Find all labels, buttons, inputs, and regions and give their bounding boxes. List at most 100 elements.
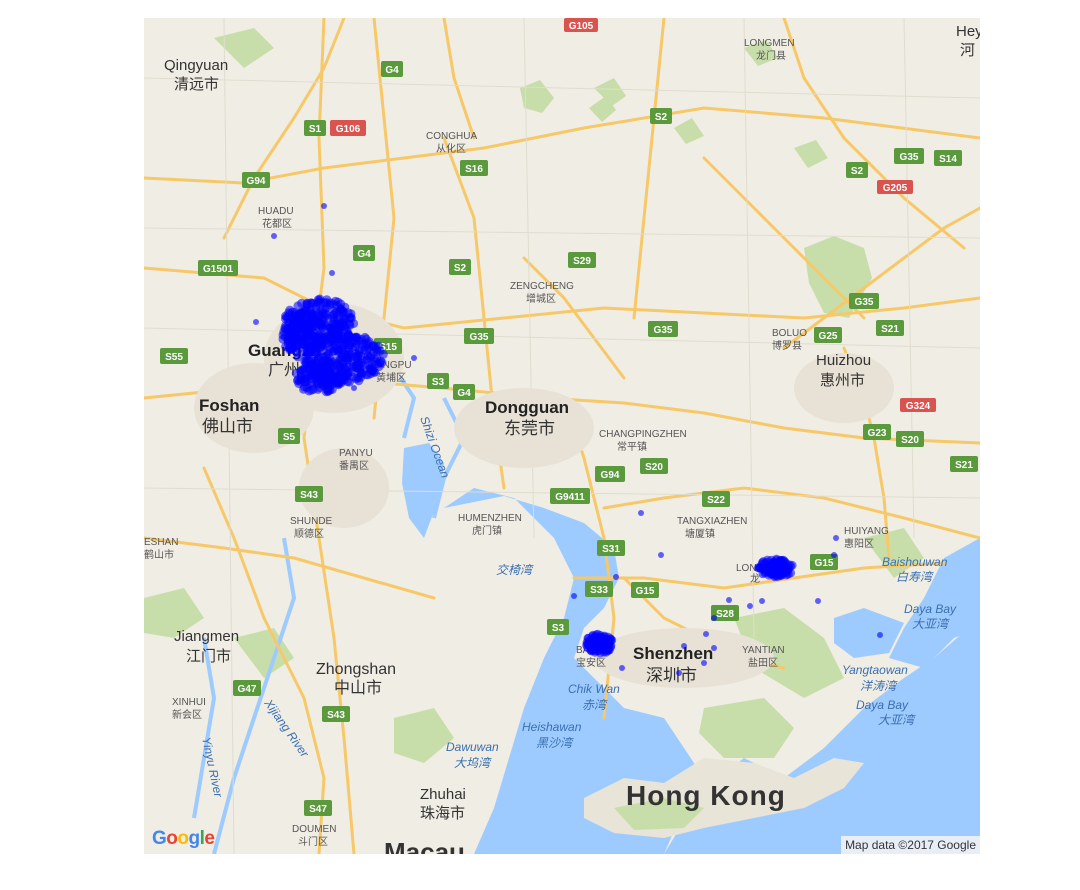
- label-zengcheng-cn: 增城区: [526, 292, 556, 305]
- label-conghua-cn: 从化区: [436, 142, 466, 155]
- shield-s29: S29: [568, 252, 596, 268]
- data-point-marker: [583, 643, 593, 653]
- svg-text:G94: G94: [601, 470, 620, 481]
- data-point-marker: [571, 593, 577, 599]
- label-shenzhen-cn: 深圳市: [646, 666, 697, 686]
- svg-text:S2: S2: [655, 112, 668, 123]
- label-yangtaowan-cn: 洋涛湾: [860, 679, 898, 693]
- shield-g35d: G35: [648, 321, 678, 337]
- shield-g4c: G4: [453, 384, 475, 400]
- label-panyu-cn: 番禺区: [339, 460, 369, 472]
- data-point-marker: [306, 298, 316, 308]
- svg-text:G47: G47: [238, 684, 257, 695]
- shield-g9411: G9411: [550, 488, 590, 504]
- shield-g35c: G35: [464, 328, 494, 344]
- data-point-marker: [366, 351, 376, 361]
- svg-text:S28: S28: [716, 609, 734, 620]
- label-zengcheng: ZENGCHENG: [510, 281, 574, 292]
- shield-s20b: S20: [640, 458, 668, 474]
- label-longgang: LON: [736, 563, 757, 574]
- data-point-marker: [325, 362, 334, 372]
- label-zhuhai: Zhuhai: [420, 786, 466, 803]
- svg-text:G205: G205: [883, 183, 908, 194]
- data-point-marker: [325, 298, 335, 308]
- label-zhongshan: Zhongshan: [316, 661, 396, 678]
- data-point-markers: [253, 203, 883, 676]
- svg-text:S21: S21: [881, 324, 899, 335]
- shield-s43b: S43: [322, 706, 350, 722]
- data-point-marker: [676, 670, 682, 676]
- data-point-marker: [638, 510, 644, 516]
- data-point-marker: [711, 645, 717, 651]
- data-point-marker: [315, 318, 325, 328]
- label-macau: Macau: [384, 837, 465, 854]
- label-huadu: HUADU: [258, 206, 294, 217]
- svg-text:S1: S1: [309, 124, 322, 135]
- map-attribution[interactable]: Map data ©2017 Google: [841, 836, 980, 854]
- label-yangtaowan: Yangtaowan: [842, 663, 908, 677]
- data-point-marker: [759, 598, 765, 604]
- data-point-marker: [271, 233, 277, 239]
- data-point-marker: [703, 631, 709, 637]
- label-tangxia: TANGXIAZHEN: [677, 516, 747, 527]
- label-humenzhen: HUMENZHEN: [458, 513, 522, 524]
- label-longmen-cn: 龙门县: [756, 49, 786, 62]
- svg-text:G15: G15: [815, 558, 834, 569]
- svg-text:S3: S3: [432, 377, 445, 388]
- label-longgang-cn: 龙: [750, 572, 760, 585]
- shield-s2b: S2: [846, 162, 868, 178]
- label-daya-bay-1-cn: 大亚湾: [912, 617, 950, 631]
- map-canvas[interactable]: G105 G4 S1 G106 S2 S16 G35 S14 S2 G205 G…: [144, 18, 980, 854]
- data-point-marker: [315, 307, 325, 317]
- shield-s20a: S20: [896, 431, 924, 447]
- label-huizhou-cn: 惠州市: [820, 371, 865, 389]
- data-point-marker: [337, 345, 347, 355]
- map-svg[interactable]: G105 G4 S1 G106 S2 S16 G35 S14 S2 G205 G…: [144, 18, 980, 854]
- data-point-marker: [253, 319, 259, 325]
- shield-s22: S22: [702, 491, 730, 507]
- data-point-marker: [354, 345, 364, 355]
- data-point-marker: [759, 564, 769, 574]
- label-foshan-cn: 佛山市: [202, 417, 253, 437]
- data-point-marker: [304, 345, 314, 355]
- label-jiangmen: Jiangmen: [174, 628, 239, 645]
- svg-text:G4: G4: [457, 388, 471, 399]
- data-point-marker: [595, 634, 605, 644]
- label-huizhou: Huizhou: [816, 352, 871, 369]
- data-point-marker: [833, 535, 839, 541]
- label-heyuan-cn: 河: [960, 41, 975, 59]
- shield-s21a: S21: [876, 320, 904, 336]
- svg-text:S16: S16: [465, 164, 483, 175]
- label-xinhui-cn: 新会区: [172, 708, 202, 721]
- label-huadu-cn: 花都区: [262, 217, 292, 230]
- data-point-marker: [294, 379, 304, 389]
- shield-g15a: G15: [810, 554, 838, 570]
- label-dawuwan: Dawuwan: [446, 740, 499, 754]
- label-baishouwan: Baishouwan: [882, 555, 948, 569]
- data-point-marker: [329, 270, 335, 276]
- data-point-marker: [726, 597, 732, 603]
- data-point-marker: [371, 344, 381, 354]
- rivers: [192, 366, 467, 854]
- data-point-marker: [606, 636, 616, 646]
- svg-text:G35: G35: [855, 297, 874, 308]
- label-dongguan: Dongguan: [485, 398, 569, 417]
- label-doumen-cn: 斗门区: [298, 835, 328, 848]
- data-point-marker: [290, 314, 300, 324]
- data-point-marker: [595, 642, 605, 652]
- data-point-marker: [355, 365, 365, 375]
- shield-s33: S33: [585, 581, 613, 597]
- google-logo: Google: [152, 828, 215, 849]
- svg-text:S3: S3: [552, 623, 565, 634]
- svg-text:S14: S14: [939, 154, 957, 165]
- shield-g25: G25: [814, 327, 842, 343]
- data-point-marker: [619, 665, 625, 671]
- shield-g94a: G94: [242, 172, 270, 188]
- svg-text:S43: S43: [300, 490, 318, 501]
- data-point-marker: [701, 660, 707, 666]
- shield-s31: S31: [597, 540, 625, 556]
- svg-text:G23: G23: [868, 428, 887, 439]
- svg-text:S15: S15: [379, 342, 397, 353]
- svg-text:G4: G4: [357, 249, 371, 260]
- shield-g35a: G35: [894, 148, 924, 164]
